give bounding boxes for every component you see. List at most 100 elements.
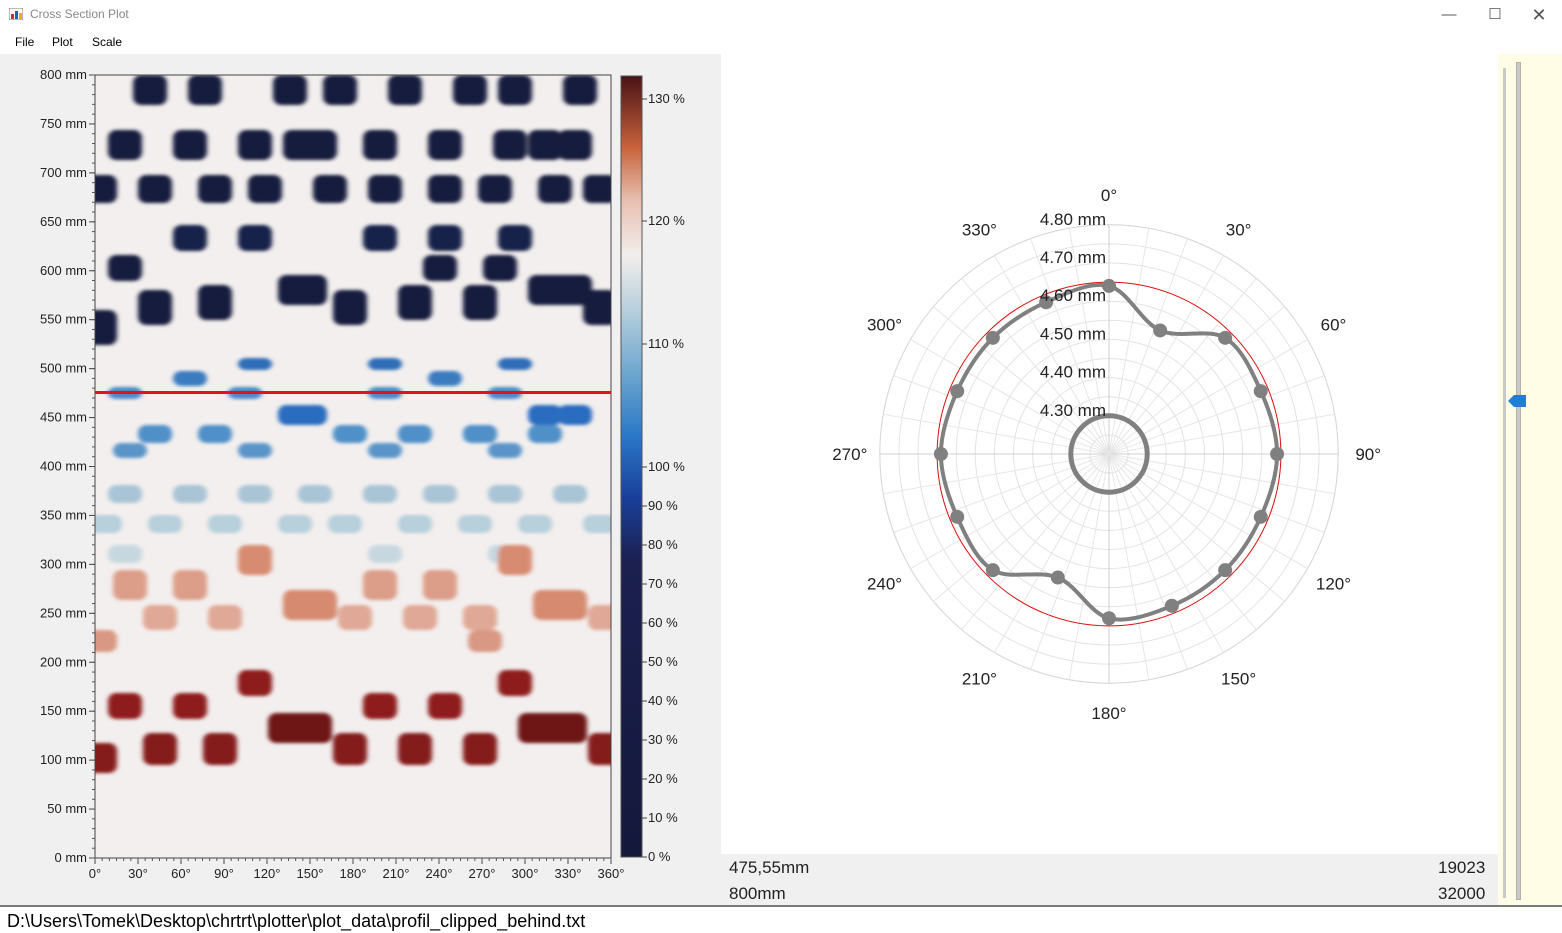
heatmap-cell: [488, 485, 522, 503]
menu-scale[interactable]: Scale: [92, 35, 123, 49]
close-button[interactable]: ✕: [1516, 0, 1562, 30]
x-tick-label: 60°: [171, 866, 191, 881]
menu-file[interactable]: File: [15, 35, 35, 49]
heatmap-cell: [463, 733, 497, 765]
maximize-button[interactable]: ☐: [1472, 0, 1518, 30]
heatmap-cell: [173, 130, 207, 160]
polar-radial-tick-label: 4.40 mm: [1040, 363, 1106, 382]
heatmap-cell: [363, 693, 397, 719]
heatmap-cell: [553, 590, 587, 620]
polar-radial-tick-label: 4.60 mm: [1040, 286, 1106, 305]
polar-radial-tick-label: 4.70 mm: [1040, 248, 1106, 267]
measured-profile-point: [1164, 598, 1179, 613]
polar-chart[interactable]: 0° 30° 60° 90° 120° 150° 180° 210° 240° 270° 300° 3…: [721, 54, 1498, 854]
measured-profile-point: [1039, 295, 1054, 310]
x-tick-label: 150°: [297, 866, 324, 881]
heatmap-cell: [363, 130, 397, 160]
colorbar-tick-label: 20 %: [648, 771, 678, 786]
menu-plot[interactable]: Plot: [52, 35, 73, 49]
heatmap-cell: [293, 275, 327, 305]
measured-profile-point: [950, 384, 965, 399]
x-tick-label: 240°: [426, 866, 453, 881]
heatmap-cell: [95, 175, 117, 203]
heatmap-cell: [188, 75, 222, 105]
heatmap-cell: [313, 175, 347, 203]
polar-angle-label: 330°: [962, 221, 997, 240]
polar-angle-label: 270°: [832, 445, 867, 464]
heatmap-cell: [108, 545, 142, 563]
colorbar-tick-label: 80 %: [648, 537, 678, 552]
heatmap-cell: [498, 225, 532, 251]
file-path: D:\Users\Tomek\Desktop\chrtrt\plotter\pl…: [7, 911, 586, 931]
heatmap-cell: [428, 225, 462, 251]
slider-rail-left: [1503, 68, 1506, 898]
heatmap-cell: [238, 670, 272, 696]
colorbar: [620, 75, 643, 858]
heatmap-cell: [363, 225, 397, 251]
heatmap-cell: [238, 485, 272, 503]
colorbar-tick-label: 110 %: [648, 336, 684, 351]
heatmap-cell: [583, 515, 611, 533]
heatmap-y-axis: 0 mm 50 mm 100 mm 150 mm 200 mm 250 mm 300 mm 3…: [40, 67, 95, 865]
x-tick-label: 360°: [598, 866, 625, 881]
x-tick-label: 270°: [469, 866, 496, 881]
measured-profile-point: [1218, 330, 1233, 345]
colorbar-tick-label: 70 %: [648, 576, 678, 591]
chart-app-icon: [9, 8, 23, 20]
heatmap-cell: [198, 425, 232, 443]
slider-rail[interactable]: [1516, 62, 1521, 900]
heatmap-cell: [553, 713, 587, 743]
heatmap-cell: [538, 175, 572, 203]
y-tick-label: 700 mm: [40, 165, 87, 180]
heatmap-cell: [173, 570, 207, 600]
total-height: 800mm: [729, 884, 786, 903]
maximize-icon: ☐: [1488, 6, 1502, 23]
heatmap-cell: [368, 545, 402, 563]
y-tick-label: 800 mm: [40, 67, 87, 82]
heatmap-cell: [558, 405, 592, 425]
slider-thumb[interactable]: [1508, 394, 1528, 408]
heatmap-cell: [493, 130, 527, 160]
heatmap-cell: [143, 733, 177, 765]
measured-profile-point: [1153, 323, 1168, 338]
heatmap-cell: [238, 358, 272, 370]
colorbar-tick-label: 0 %: [648, 849, 671, 864]
heatmap-cell: [173, 485, 207, 503]
measured-profile-point: [1102, 611, 1116, 626]
polar-angle-label: 210°: [962, 669, 997, 688]
polar-radial-tick-label: 4.30 mm: [1040, 401, 1106, 420]
row-count: 32000: [1438, 884, 1486, 903]
heatmap-cell: [238, 130, 272, 160]
heatmap-cell: [453, 75, 487, 105]
heatmap-cell: [518, 515, 552, 533]
heatmap-cell: [463, 425, 497, 443]
heatmap-cell: [563, 75, 597, 105]
heatmap-cell: [368, 175, 402, 203]
heatmap-cell: [173, 371, 207, 386]
heatmap-cell: [583, 290, 611, 325]
heatmap-cell: [273, 75, 307, 105]
heatmap-cell: [203, 733, 237, 765]
polar-radial-ticks: 4.30 mm 4.40 mm 4.50 mm 4.60 mm 4.70 mm 4.80 …: [1040, 210, 1106, 420]
title-bar: Cross Section Plot — ☐ ✕: [0, 0, 1562, 30]
y-tick-label: 350 mm: [40, 507, 87, 522]
x-tick-label: 180°: [340, 866, 367, 881]
x-tick-label: 300°: [512, 866, 539, 881]
colorbar-tick-label: 10 %: [648, 810, 678, 825]
y-tick-label: 150 mm: [40, 703, 87, 718]
colorbar-tick-label: 90 %: [648, 498, 678, 513]
heatmap-cell: [388, 75, 422, 105]
heatmap-cell: [113, 570, 147, 600]
y-tick-label: 500 mm: [40, 361, 87, 376]
colorbar-tick-label: 120 %: [648, 213, 685, 228]
heatmap-cell: [95, 743, 117, 773]
heatmap-cell: [498, 358, 532, 370]
colorbar-tick-label: 40 %: [648, 693, 678, 708]
heatmap-cell: [148, 515, 182, 533]
heatmap-cell: [588, 733, 611, 765]
heatmap-cell: [248, 175, 282, 203]
polar-angle-label: 0°: [1101, 186, 1117, 205]
heatmap-chart[interactable]: 0 mm 50 mm 100 mm 150 mm 200 mm 250 mm 300 mm 3…: [0, 54, 720, 905]
minimize-button[interactable]: —: [1426, 0, 1472, 30]
heatmap-cell: [278, 515, 312, 533]
